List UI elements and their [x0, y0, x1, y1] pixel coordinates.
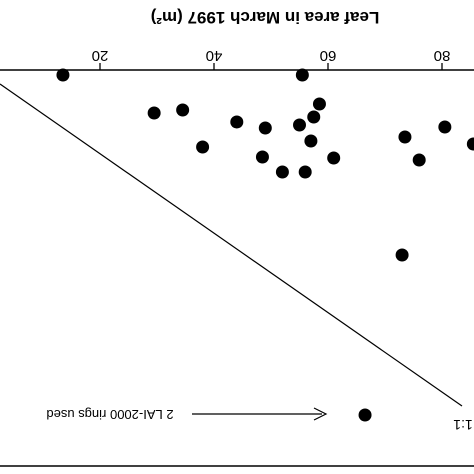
x-tick-label: 40: [206, 47, 223, 64]
data-point: [255, 150, 269, 164]
data-point: [304, 134, 318, 148]
data-points: [56, 68, 474, 422]
data-point: [307, 110, 321, 124]
data-point: [176, 103, 190, 117]
data-point: [298, 165, 312, 179]
data-point: [398, 130, 412, 144]
x-axis-ticks: 20 40 60 80: [92, 47, 451, 70]
x-axis-title: Leaf area in March 1997 (m²): [151, 8, 380, 27]
data-point: [312, 97, 326, 111]
plot-frame: [0, 69, 474, 467]
data-point: [412, 153, 426, 167]
data-point: [147, 106, 161, 120]
data-point: [466, 137, 474, 151]
data-point: [230, 115, 244, 129]
x-tick-label: 20: [92, 47, 109, 64]
annotation-text: 2 LAI-2000 rings used: [46, 407, 173, 422]
data-point: [275, 165, 289, 179]
data-point: [358, 408, 372, 422]
data-point: [293, 118, 306, 132]
data-point: [196, 140, 210, 154]
data-point: [327, 151, 341, 165]
data-point: [438, 120, 452, 134]
x-tick-label: 80: [434, 47, 451, 64]
data-point: [258, 121, 272, 135]
data-point: [56, 68, 70, 82]
data-point: [295, 68, 309, 82]
one-to-one-line: [0, 83, 463, 407]
annotation-arrowhead: [313, 407, 328, 421]
x-tick-label: 60: [320, 47, 337, 64]
one-to-one-label: 1:1: [453, 417, 473, 433]
data-point: [395, 248, 409, 262]
